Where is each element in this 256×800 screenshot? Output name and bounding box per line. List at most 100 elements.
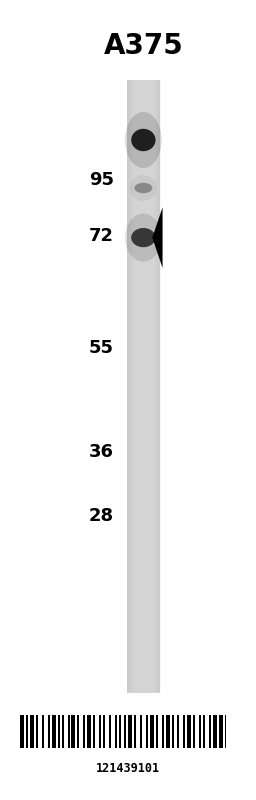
Bar [127, 226, 160, 234]
Bar [127, 194, 160, 203]
Bar [127, 340, 160, 349]
Bar [127, 409, 160, 418]
Bar [128, 80, 130, 692]
Bar [127, 80, 128, 692]
Bar [127, 256, 160, 264]
Bar [140, 715, 142, 748]
Bar [127, 310, 160, 318]
Bar [127, 439, 160, 448]
Text: A375: A375 [103, 32, 183, 60]
Bar [127, 417, 160, 425]
Bar [127, 600, 160, 609]
Bar [127, 118, 160, 126]
Bar [127, 103, 160, 111]
Bar [127, 539, 160, 547]
Bar [150, 715, 154, 748]
Text: 28: 28 [89, 507, 114, 525]
Ellipse shape [125, 214, 162, 262]
Bar [127, 355, 160, 364]
Bar [83, 715, 85, 748]
Bar [68, 715, 70, 748]
Ellipse shape [134, 182, 152, 194]
Bar [127, 233, 160, 242]
Bar [209, 715, 211, 748]
Bar [127, 80, 129, 692]
Bar [103, 715, 105, 748]
Bar [127, 462, 160, 471]
Ellipse shape [131, 129, 156, 151]
Bar [127, 585, 160, 594]
Bar [225, 715, 227, 748]
Bar [177, 715, 179, 748]
Bar [127, 432, 160, 440]
Bar [71, 715, 76, 748]
Text: 55: 55 [89, 339, 114, 357]
Bar [127, 187, 160, 195]
Bar [134, 715, 136, 748]
Bar [127, 157, 160, 165]
Bar [30, 715, 34, 748]
Bar [127, 493, 160, 502]
Bar [155, 80, 156, 692]
Bar [127, 608, 160, 616]
Bar [26, 715, 28, 748]
Bar [36, 715, 38, 748]
Bar [127, 279, 160, 287]
Bar [130, 80, 131, 692]
Bar [127, 638, 160, 647]
Bar [127, 447, 160, 456]
Bar [131, 80, 132, 692]
Bar [124, 715, 126, 748]
Bar [99, 715, 101, 748]
Bar [127, 363, 160, 371]
Bar [127, 202, 160, 211]
Bar [127, 241, 160, 249]
Bar [128, 715, 132, 748]
Bar [127, 386, 160, 394]
Bar [193, 715, 195, 748]
Bar [127, 88, 160, 96]
Bar [58, 715, 60, 748]
Bar [127, 286, 160, 295]
Bar [127, 669, 160, 678]
Bar [127, 662, 160, 670]
Bar [127, 110, 160, 119]
Bar [127, 95, 160, 104]
Text: 95: 95 [89, 171, 114, 189]
Bar [172, 715, 174, 748]
Bar [127, 80, 160, 89]
Bar [127, 402, 160, 410]
Bar [127, 593, 160, 601]
Bar [127, 684, 160, 693]
Bar [132, 80, 134, 692]
Ellipse shape [131, 228, 156, 247]
Bar [127, 615, 160, 624]
Text: 121439101: 121439101 [96, 762, 160, 774]
Bar [127, 333, 160, 341]
Bar [199, 715, 201, 748]
Bar [42, 715, 44, 748]
Bar [127, 325, 160, 334]
Bar [166, 715, 169, 748]
Bar [127, 172, 160, 180]
Bar [127, 470, 160, 478]
Bar [146, 715, 148, 748]
Bar [127, 302, 160, 310]
Bar [127, 531, 160, 540]
Bar [156, 715, 158, 748]
Bar [127, 646, 160, 654]
Bar [127, 370, 160, 379]
Bar [127, 271, 160, 280]
Bar [127, 210, 160, 218]
Bar [87, 715, 91, 748]
Bar [219, 715, 222, 748]
Text: 36: 36 [89, 443, 114, 461]
Bar [129, 80, 131, 692]
Bar [127, 348, 160, 356]
Bar [183, 715, 185, 748]
Bar [156, 80, 158, 692]
Bar [127, 264, 160, 272]
Bar [158, 80, 159, 692]
Bar [127, 501, 160, 510]
Bar [127, 126, 160, 134]
